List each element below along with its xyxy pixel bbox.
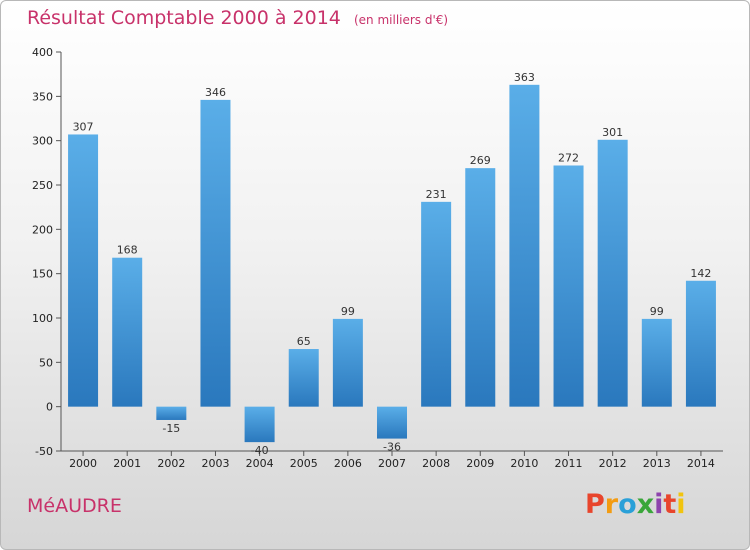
chart-unit: (en milliers d'€): [353, 13, 449, 27]
data-label: 272: [558, 151, 579, 164]
data-label: 307: [73, 120, 94, 133]
y-tick-label: 200: [32, 223, 53, 236]
x-tick-label: 2009: [466, 457, 494, 470]
y-tick-label: 350: [32, 90, 53, 103]
x-tick-label: 2013: [643, 457, 671, 470]
x-tick-label: 2011: [555, 457, 583, 470]
data-label: 346: [205, 86, 226, 99]
x-tick-label: 2006: [334, 457, 362, 470]
chart-title-block: Résultat Comptable 2000 à 2014 (en milli…: [27, 7, 448, 29]
data-label: -40: [251, 444, 269, 457]
data-label: -36: [383, 441, 401, 454]
bar-2012: [597, 139, 628, 407]
bar-2000: [68, 134, 99, 407]
x-tick-label: 2014: [687, 457, 715, 470]
logo-letter: r: [604, 489, 619, 520]
y-tick-label: 250: [32, 179, 53, 192]
data-label: 168: [117, 244, 138, 257]
logo-letter: o: [618, 489, 637, 520]
x-tick-label: 2008: [422, 457, 450, 470]
x-tick-label: 2010: [510, 457, 538, 470]
chart-title: Résultat Comptable 2000 à 2014: [27, 7, 341, 29]
logo-letter: x: [636, 489, 655, 520]
y-tick-label: 300: [32, 135, 53, 148]
y-tick-label: -50: [35, 445, 53, 458]
data-label: 142: [690, 267, 711, 280]
bar-2010: [509, 84, 540, 407]
x-tick-label: 2001: [113, 457, 141, 470]
data-label: 269: [470, 154, 491, 167]
y-tick-label: 100: [32, 312, 53, 325]
data-label: 99: [650, 305, 664, 318]
logo-letter: i: [676, 489, 686, 520]
bar-2005: [288, 349, 319, 407]
x-tick-label: 2004: [246, 457, 274, 470]
bar-2014: [685, 280, 716, 407]
x-tick-label: 2005: [290, 457, 318, 470]
y-tick-label: 150: [32, 268, 53, 281]
bar-2003: [200, 99, 231, 407]
data-label: 363: [514, 71, 535, 84]
bar-2001: [112, 257, 143, 407]
data-label: -15: [162, 422, 180, 435]
bar-2002: [156, 406, 187, 420]
logo-letter: t: [663, 489, 677, 520]
proxiti-logo: Proxiti: [585, 489, 686, 520]
x-tick-label: 2007: [378, 457, 406, 470]
x-tick-label: 2000: [69, 457, 97, 470]
x-tick-label: 2012: [599, 457, 627, 470]
bar-2009: [465, 168, 496, 407]
bar-2011: [553, 165, 584, 407]
bar-2004: [244, 406, 275, 443]
y-tick-label: 50: [39, 356, 53, 369]
x-tick-label: 2003: [201, 457, 229, 470]
bar-2007: [377, 406, 407, 439]
bar-2006: [332, 318, 363, 407]
y-tick-label: 400: [32, 46, 53, 59]
data-label: 65: [297, 335, 311, 348]
data-label: 99: [341, 305, 355, 318]
data-label: 301: [602, 126, 623, 139]
bar-2008: [421, 201, 452, 407]
y-tick-label: 0: [46, 401, 53, 414]
bar-2013: [641, 318, 672, 407]
location-name: MéAUDRE: [27, 495, 122, 517]
logo-letter: P: [585, 489, 605, 520]
logo-letter: i: [654, 489, 664, 520]
x-tick-label: 2002: [157, 457, 185, 470]
data-label: 231: [426, 188, 447, 201]
